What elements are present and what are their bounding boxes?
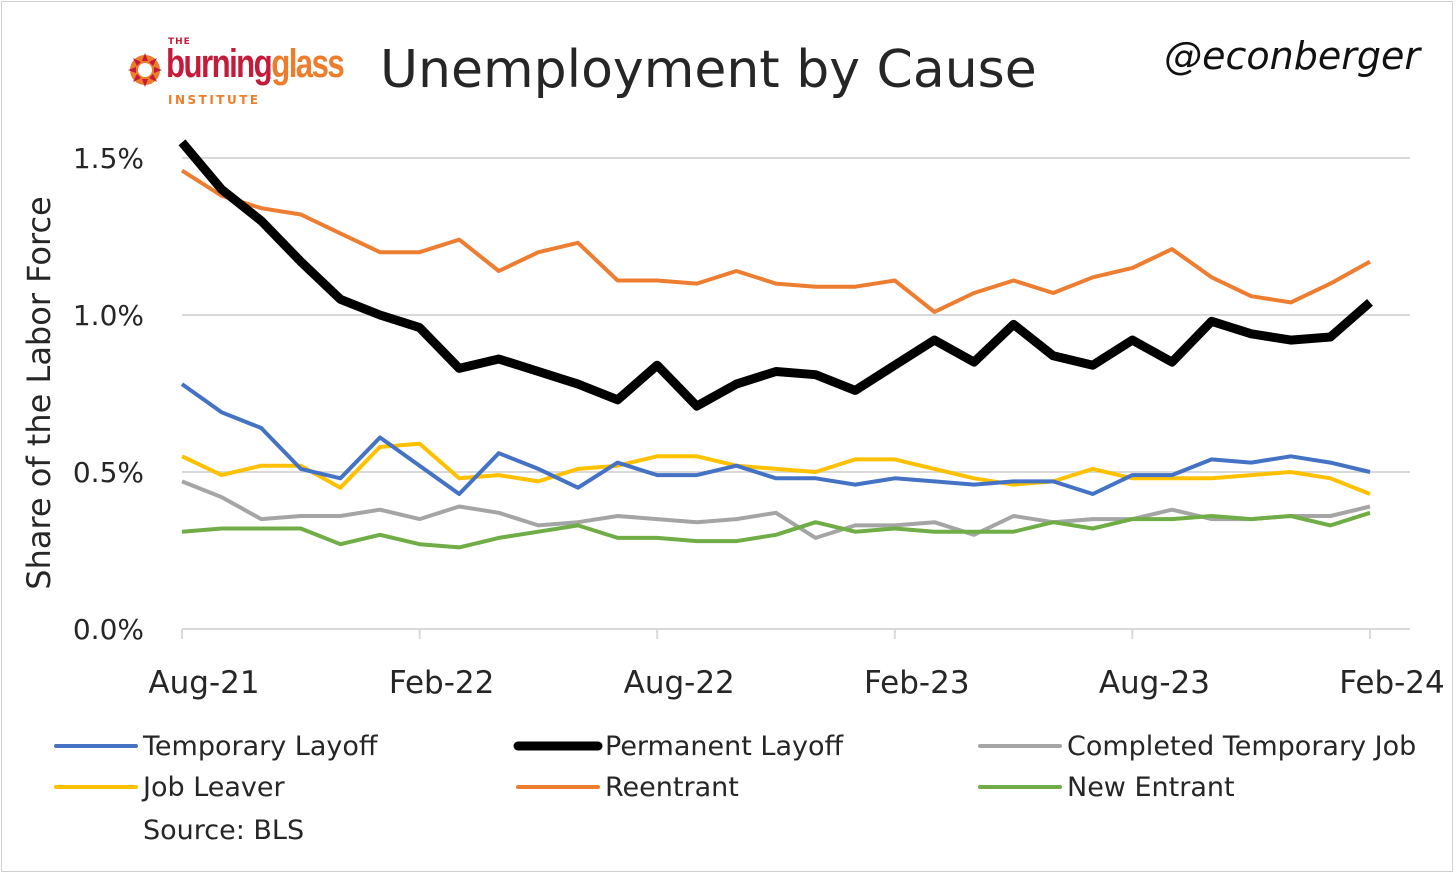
legend-label: Permanent Layoff — [605, 731, 844, 762]
logo-text-burning: burning — [166, 42, 273, 86]
legend-label: New Entrant — [1067, 772, 1235, 803]
y-tick-label: 0.0% — [73, 613, 144, 646]
series-line-new-entrant — [181, 510, 1371, 550]
burning-glass-emblem-icon — [128, 53, 162, 87]
y-tick-label: 1.5% — [73, 142, 144, 175]
series-line-completed-temporary-job — [181, 479, 1371, 540]
series-line-reentrant — [180, 168, 1371, 314]
logo-text-institute: INSTITUTE — [168, 93, 261, 107]
author-handle: @econberger — [1164, 34, 1420, 78]
x-tick-label: Aug-21 — [148, 665, 259, 701]
gridlines — [182, 157, 1410, 473]
legend-label: Job Leaver — [141, 772, 286, 803]
source-note: Source: BLS — [143, 815, 304, 846]
x-tick-label: Feb-22 — [389, 665, 495, 701]
legend: Temporary Layoff Permanent Layoff Complete… — [54, 731, 1416, 803]
x-tick-label: Feb-23 — [864, 665, 970, 701]
axes: 0.0% 0.5% 1.0% 1.5% Aug-21 Feb-22 Aug-22 Feb-23… — [73, 142, 1445, 701]
series-line-temporary-layoff — [180, 382, 1371, 496]
burning-glass-logo: THE burningglass INSTITUTE — [126, 36, 356, 116]
logo-wordmark: burningglass — [166, 42, 345, 87]
y-tick-label: 0.5% — [73, 456, 144, 489]
legend-label: Completed Temporary Job — [1067, 731, 1416, 762]
y-axis-label: Share of the Labor Force — [20, 196, 58, 589]
x-tick-label: Feb-24 — [1339, 665, 1445, 701]
series-line-job-leaver — [181, 441, 1371, 496]
x-tick-label: Aug-23 — [1099, 665, 1210, 701]
logo-text-glass: glass — [271, 42, 345, 86]
legend-label: Temporary Layoff — [142, 731, 379, 762]
y-tick-label: 1.0% — [73, 299, 144, 332]
series-line-permanent-layoff — [178, 139, 1373, 411]
x-tick-label: Aug-22 — [624, 665, 735, 701]
logo-text-the: THE — [168, 37, 191, 47]
chart-title: Unemployment by Cause — [380, 40, 1037, 100]
series-lines — [178, 139, 1373, 550]
legend-label: Reentrant — [605, 772, 739, 803]
